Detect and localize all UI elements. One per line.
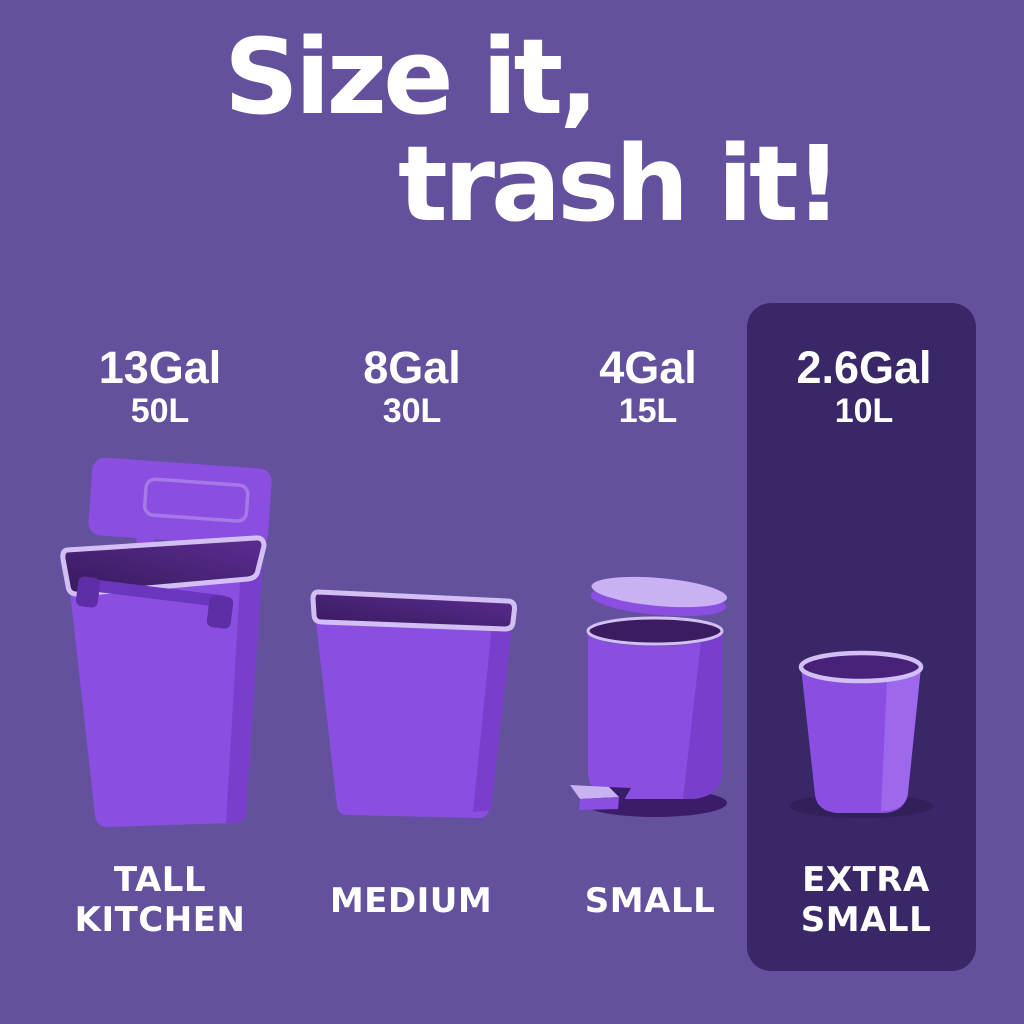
- title-line-2: trash it!: [398, 123, 842, 245]
- gallons-medium: 8Gal: [363, 342, 461, 393]
- label-small: SMALL: [584, 881, 716, 921]
- liters-medium: 30L: [382, 392, 442, 430]
- liters-tall-kitchen: 50L: [130, 392, 190, 430]
- extra-small-highlight-panel: [747, 303, 976, 971]
- gallons-tall-kitchen: 13Gal: [98, 342, 222, 393]
- gallons-small: 4Gal: [599, 342, 697, 393]
- label-medium: MEDIUM: [329, 881, 493, 921]
- gallons-extra-small: 2.6Gal: [796, 342, 932, 393]
- label-tall-kitchen: TALL KITCHEN: [74, 860, 246, 940]
- label-extra-small: EXTRA SMALL: [800, 860, 932, 940]
- extra-small-round-wastebasket-icon: [789, 650, 933, 818]
- liters-small: 15L: [618, 392, 678, 430]
- title-line-1: Size it,: [224, 16, 599, 138]
- medium-wastebasket-icon: [310, 589, 518, 818]
- liters-extra-small: 10L: [834, 392, 894, 430]
- small-step-can-icon: [570, 576, 728, 817]
- tall-kitchen-can-open-lid-icon: [60, 457, 272, 827]
